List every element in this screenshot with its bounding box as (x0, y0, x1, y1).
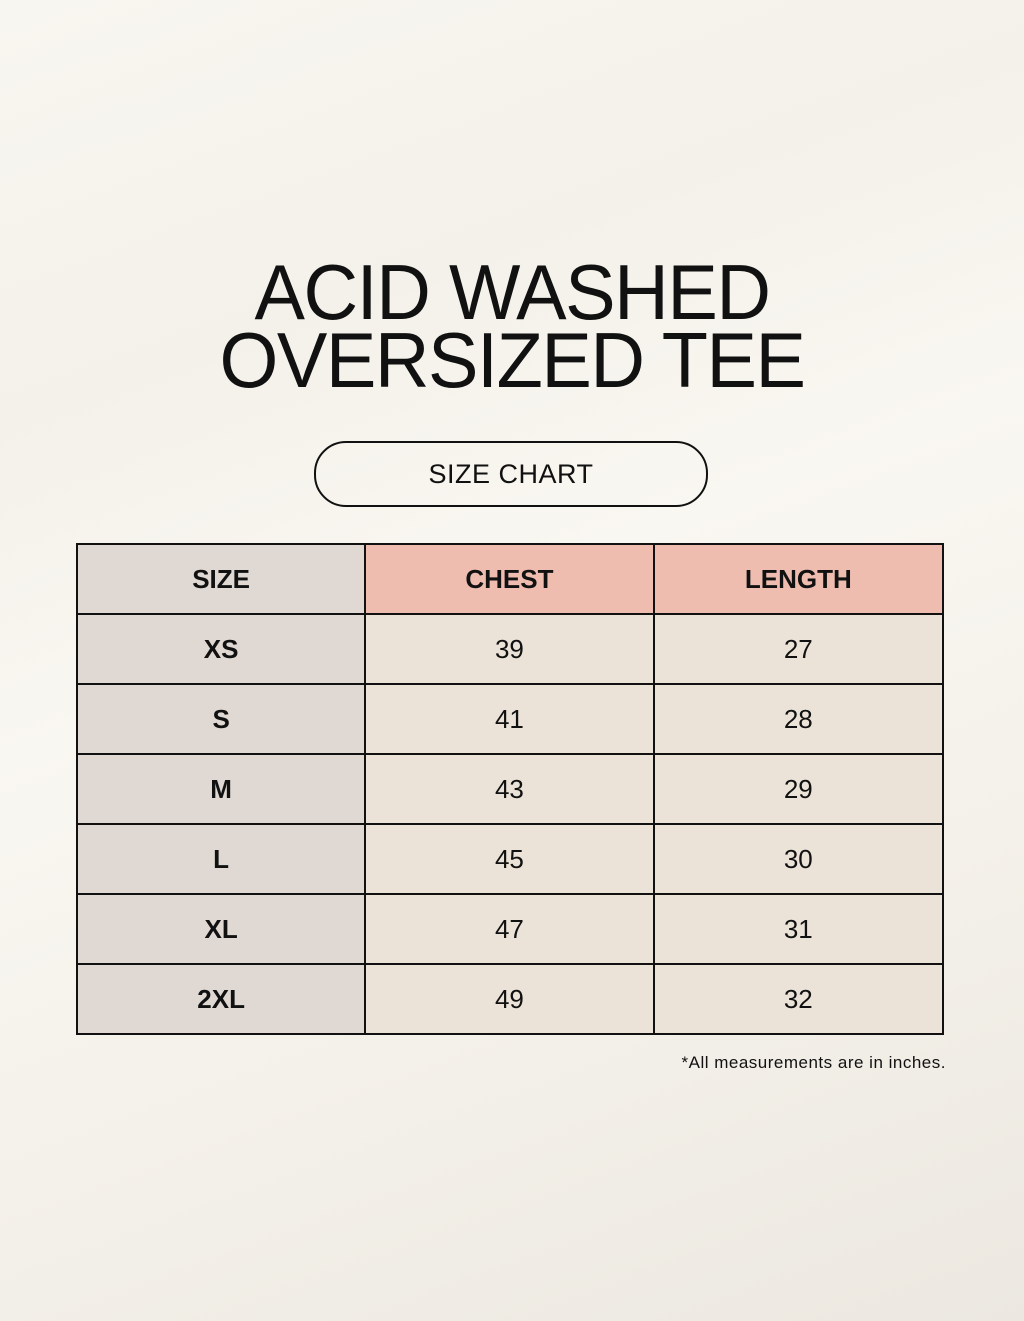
page-title: ACID WASHED OVERSIZED TEE (0, 248, 1024, 404)
cell-size: M (75, 753, 367, 825)
size-table: SIZE CHEST LENGTH XS 39 27 S 41 28 M 43 29 L 45 30 X… (75, 543, 945, 1035)
cell-length: 31 (652, 893, 945, 965)
table-row: L 45 30 (75, 823, 945, 895)
header-size: SIZE (75, 543, 367, 615)
header-length: LENGTH (652, 543, 945, 615)
title-line-2: OVERSIZED TEE (219, 316, 806, 404)
size-chart-badge: SIZE CHART (314, 441, 708, 507)
cell-length: 32 (652, 963, 945, 1035)
measurement-note: *All measurements are in inches. (681, 1053, 946, 1072)
cell-length: 29 (652, 753, 945, 825)
cell-length: 28 (652, 683, 945, 755)
cell-chest: 43 (364, 753, 655, 825)
table-row: XL 47 31 (75, 893, 945, 965)
table-row: 2XL 49 32 (75, 963, 945, 1035)
table-row: S 41 28 (75, 683, 945, 755)
header-chest: CHEST (364, 543, 655, 615)
cell-chest: 41 (364, 683, 655, 755)
cell-size: 2XL (75, 963, 367, 1035)
table-row: M 43 29 (75, 753, 945, 825)
cell-size: S (75, 683, 367, 755)
cell-chest: 39 (364, 613, 655, 685)
cell-size: L (75, 823, 367, 895)
table-header-row: SIZE CHEST LENGTH (75, 543, 945, 615)
cell-length: 27 (652, 613, 945, 685)
table-row: XS 39 27 (75, 613, 945, 685)
cell-chest: 47 (364, 893, 655, 965)
cell-length: 30 (652, 823, 945, 895)
title-line-1: ACID WASHED (254, 248, 771, 336)
cell-chest: 45 (364, 823, 655, 895)
cell-chest: 49 (364, 963, 655, 1035)
cell-size: XL (75, 893, 367, 965)
cell-size: XS (75, 613, 367, 685)
